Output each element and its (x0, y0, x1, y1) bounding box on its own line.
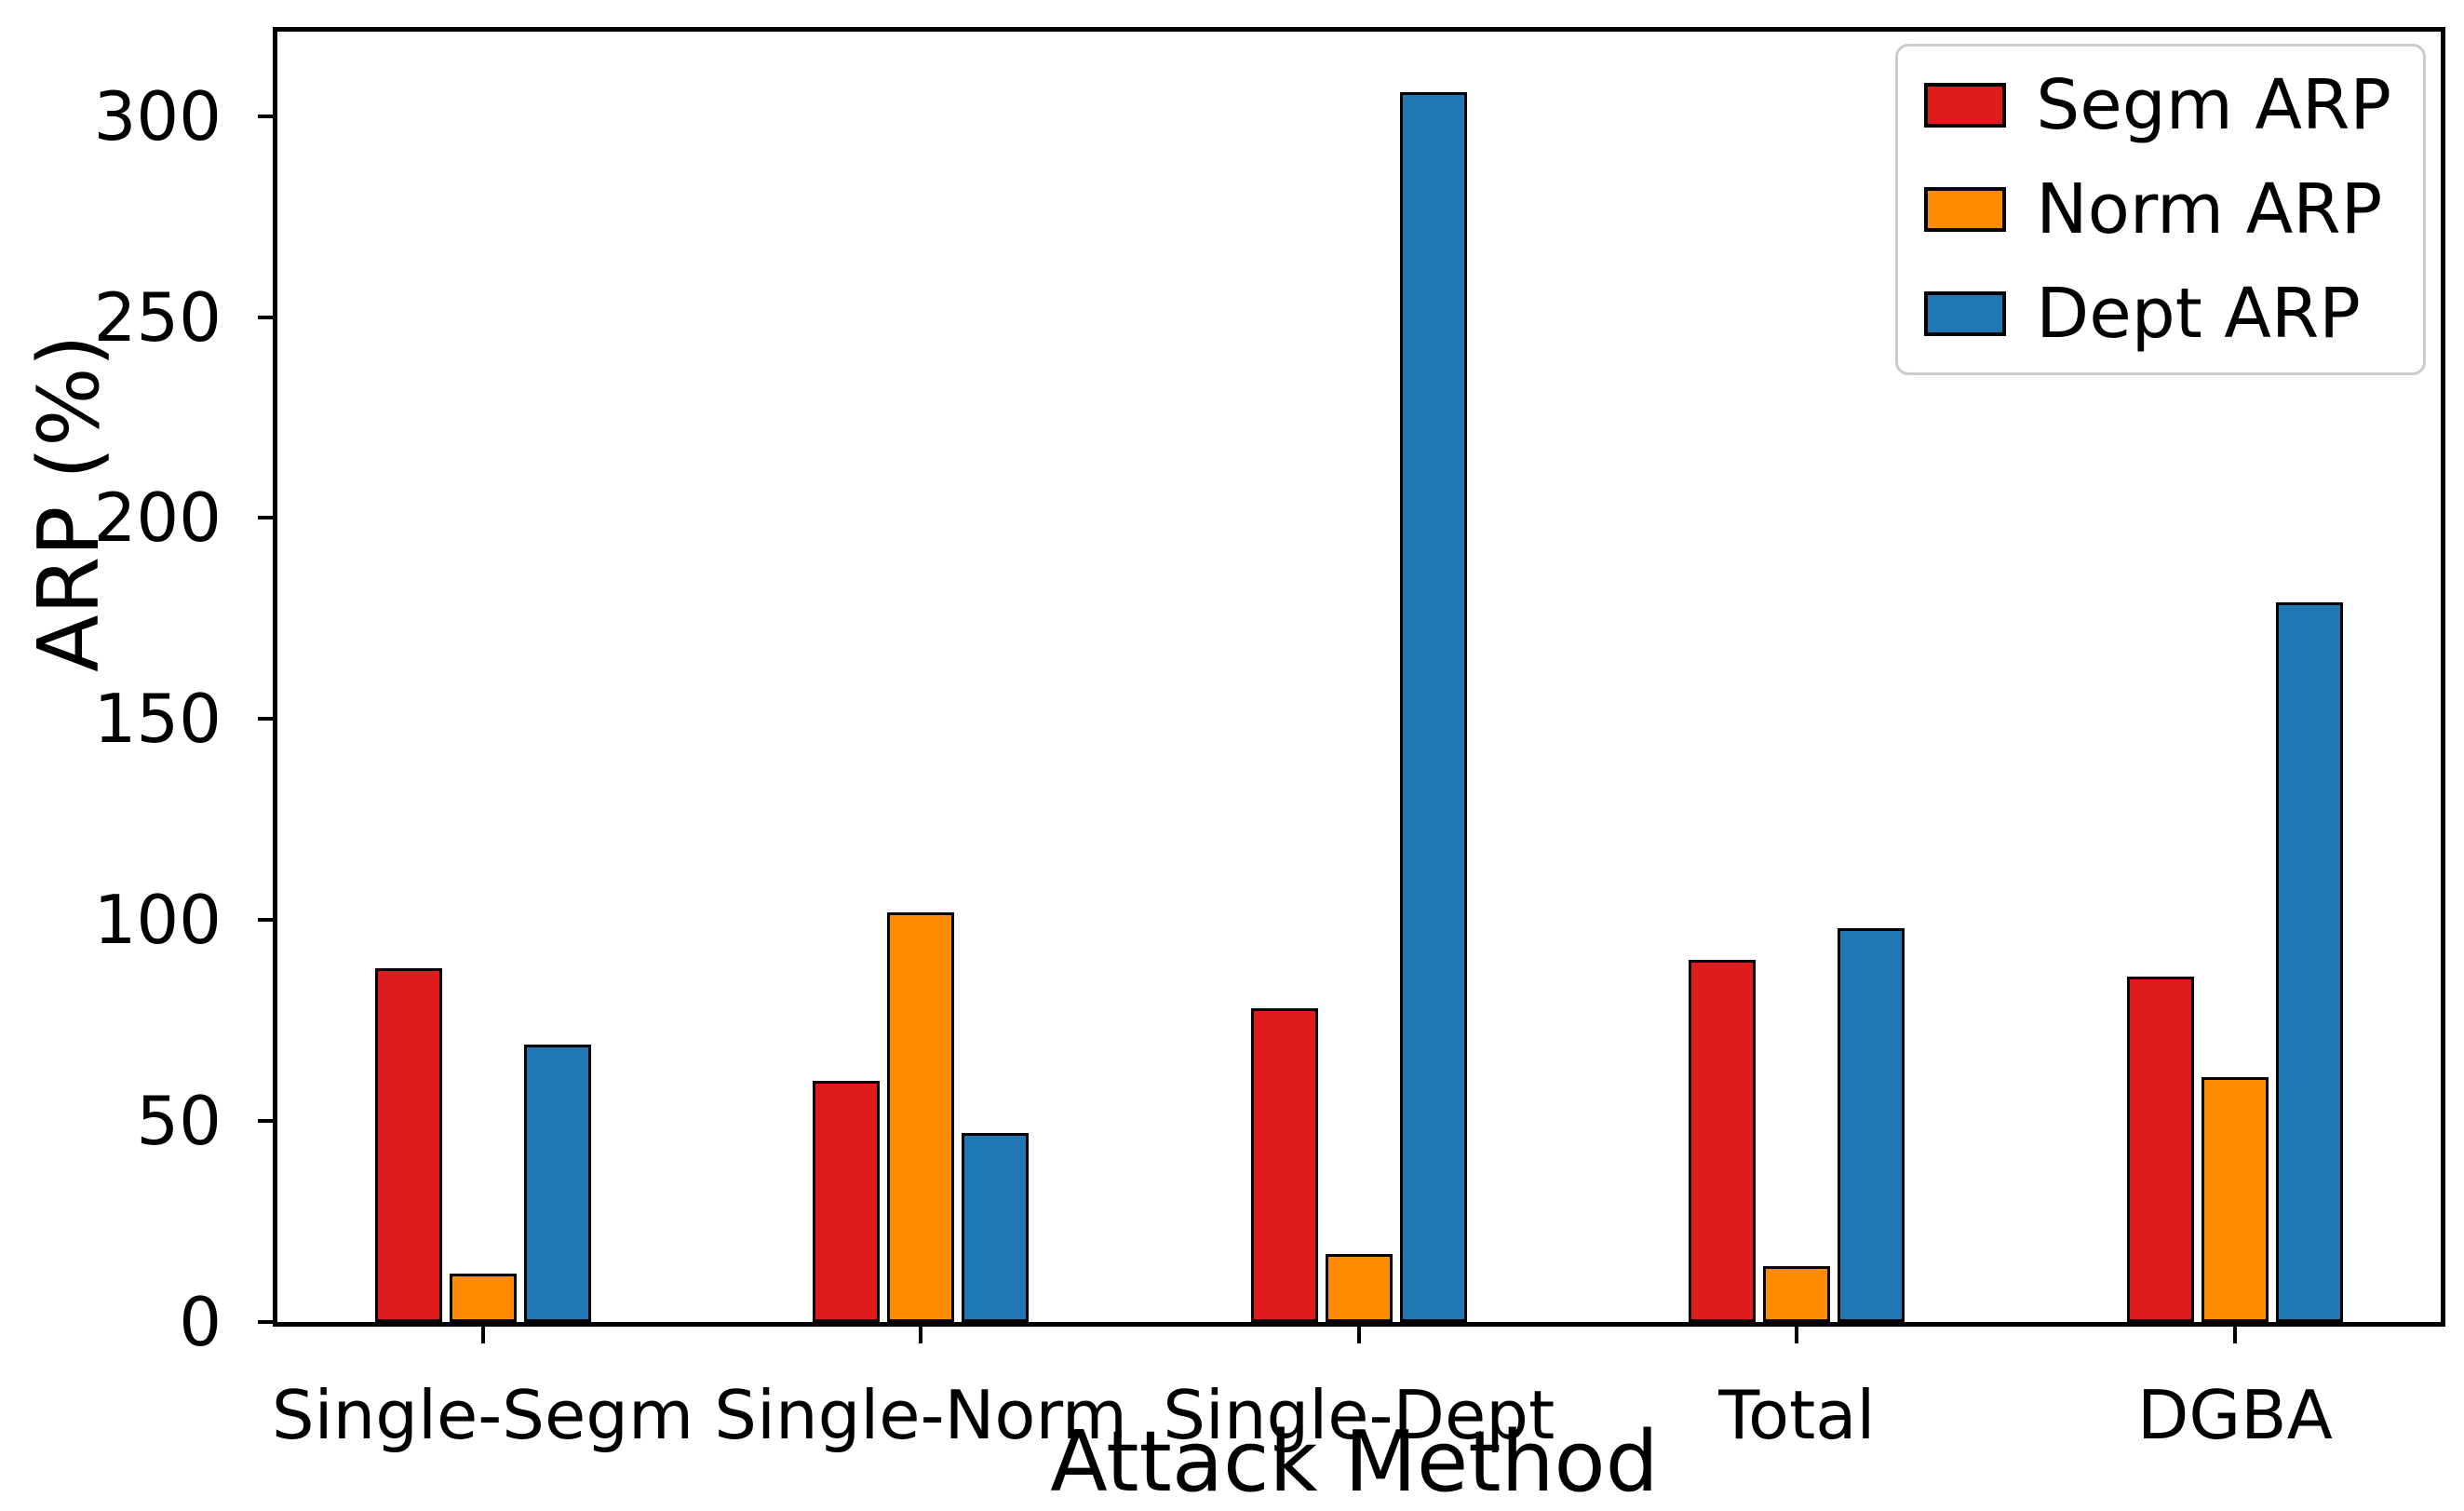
legend-label-segm-arp: Segm ARP (2036, 65, 2391, 145)
x-tick-label-single-dept: Single-Dept (1163, 1376, 1555, 1454)
y-tick-label-250: 250 (93, 277, 222, 357)
y-tick-200 (258, 516, 273, 520)
bar-segm-arp-single-dept (1250, 1008, 1318, 1322)
bar-norm-arp-single-dept (1325, 1253, 1393, 1322)
bar-dept-arp-single-dept (1399, 91, 1467, 1322)
bar-segm-arp-single-norm (813, 1080, 881, 1322)
x-tick-label-single-segm: Single-Segm (271, 1376, 694, 1454)
x-tick-single-norm (919, 1327, 923, 1343)
bar-dept-arp-single-segm (523, 1045, 591, 1322)
y-tick-label-300: 300 (93, 76, 222, 155)
y-tick-250 (258, 315, 273, 319)
legend-label-dept-arp: Dept ARP (2036, 274, 2361, 354)
x-tick-label-total: Total (1718, 1376, 1876, 1454)
bar-segm-arp-dgba (2126, 976, 2194, 1322)
y-tick-300 (258, 114, 273, 118)
x-tick-dgba (2232, 1327, 2237, 1343)
bar-segm-arp-single-segm (374, 968, 442, 1322)
bar-norm-arp-total (1763, 1265, 1831, 1322)
y-axis-title: ARP (%) (20, 334, 118, 672)
bar-dept-arp-single-norm (962, 1133, 1030, 1322)
y-tick-label-50: 50 (136, 1082, 222, 1161)
y-tick-50 (258, 1119, 273, 1124)
x-tick-label-dgba: DGBA (2136, 1376, 2333, 1454)
legend-entry-segm-arp: Segm ARP (1924, 71, 2391, 140)
x-tick-label-single-norm: Single-Norm (714, 1376, 1127, 1454)
y-tick-150 (258, 717, 273, 722)
y-tick-0 (258, 1320, 273, 1324)
legend-swatch-segm-arp (1924, 83, 2007, 128)
y-tick-label-0: 0 (179, 1283, 222, 1361)
legend-label-norm-arp: Norm ARP (2036, 169, 2383, 250)
bar-norm-arp-single-norm (887, 911, 955, 1322)
x-axis-title: Attack Method (1050, 1413, 1659, 1511)
bar-dept-arp-dgba (2275, 602, 2343, 1322)
x-tick-total (1795, 1327, 1799, 1343)
bar-segm-arp-total (1689, 960, 1757, 1322)
legend-entry-dept-arp: Dept ARP (1924, 279, 2391, 348)
y-tick-label-200: 200 (93, 479, 222, 558)
y-tick-label-150: 150 (93, 680, 222, 759)
y-tick-label-100: 100 (93, 881, 222, 960)
legend: Segm ARP Norm ARP Dept ARP (1895, 44, 2426, 375)
x-tick-single-dept (1356, 1327, 1361, 1343)
bar-dept-arp-total (1838, 927, 1905, 1322)
y-tick-100 (258, 918, 273, 923)
legend-swatch-norm-arp (1924, 187, 2007, 232)
bar-norm-arp-dgba (2201, 1076, 2269, 1322)
legend-swatch-dept-arp (1924, 291, 2007, 336)
x-tick-single-segm (480, 1327, 485, 1343)
bar-norm-arp-single-segm (449, 1274, 517, 1322)
legend-entry-norm-arp: Norm ARP (1924, 175, 2391, 244)
